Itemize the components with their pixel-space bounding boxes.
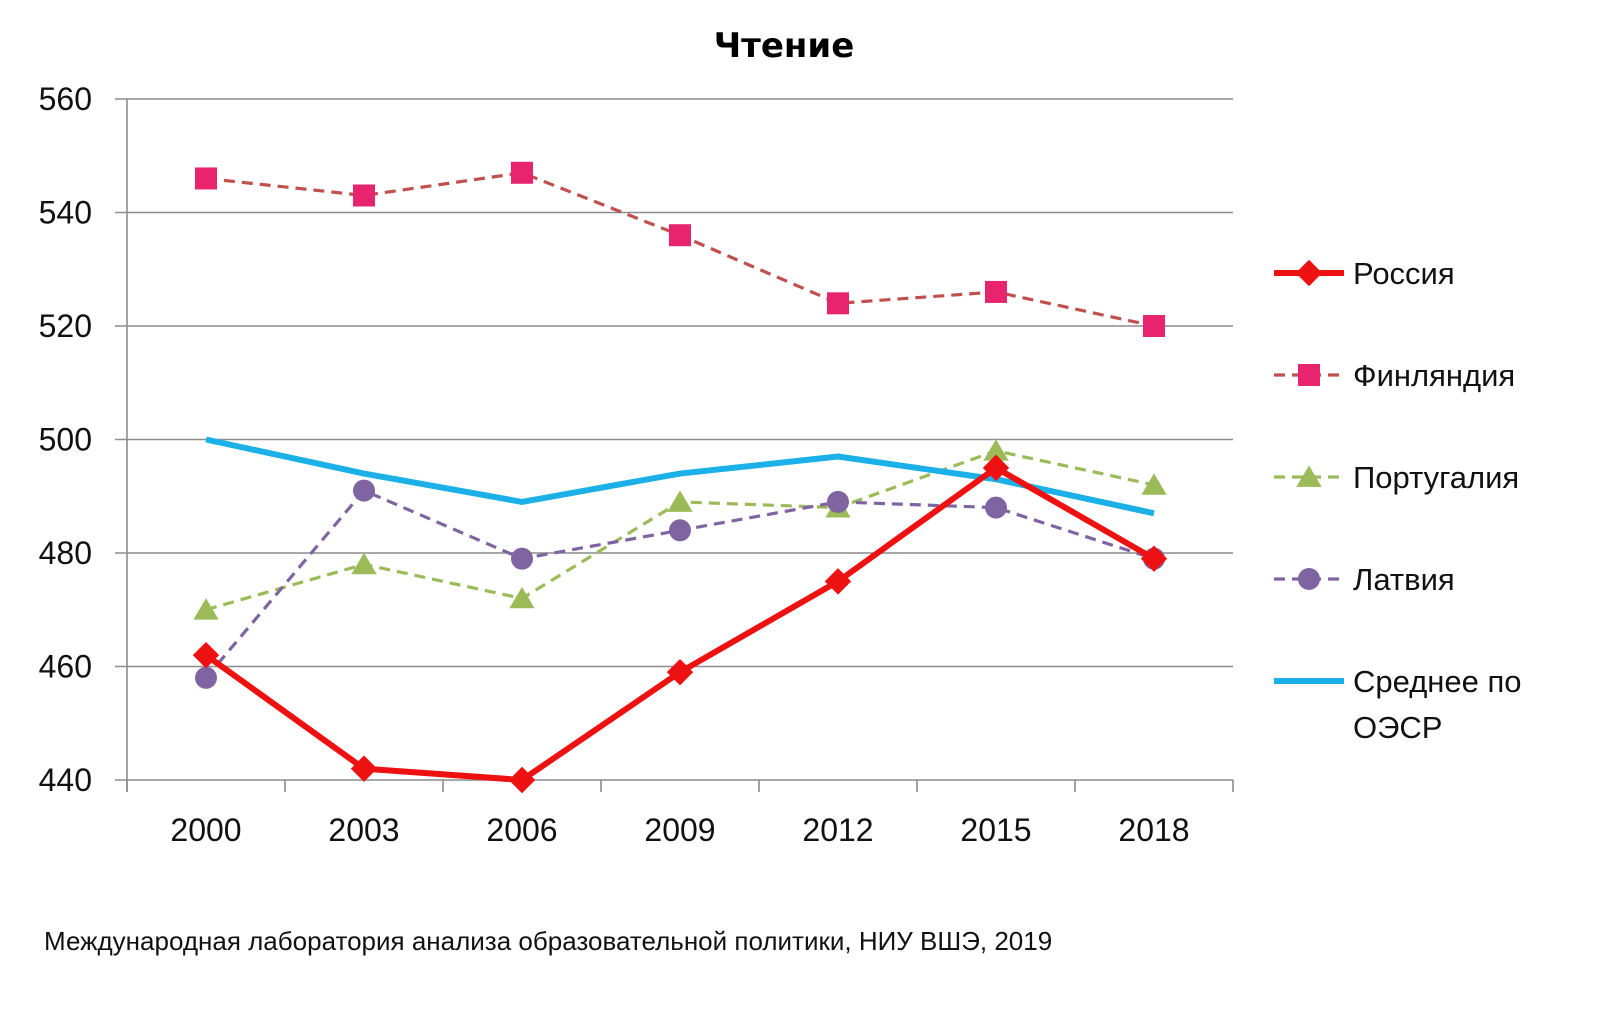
legend-entry: Россия — [1274, 256, 1455, 291]
x-tick-label: 2003 — [328, 812, 399, 848]
data-point — [353, 479, 375, 502]
data-point — [1141, 473, 1167, 495]
x-tick-label: 2000 — [170, 812, 241, 848]
x-tick-label: 2018 — [1118, 812, 1189, 848]
data-point — [985, 280, 1007, 303]
series-group — [192, 161, 1168, 794]
data-point — [508, 766, 536, 794]
series-4 — [192, 454, 1168, 794]
legend-label: Финляндия — [1353, 358, 1515, 393]
data-point — [824, 568, 852, 595]
data-point — [351, 552, 377, 575]
legend-label: ОЭСР — [1353, 710, 1442, 745]
x-tick-labels: 2000 2003 2006 2009 2012 2015 2018 — [170, 812, 1189, 848]
legend-label: Среднее по — [1353, 664, 1522, 699]
y-tick-label: 440 — [39, 762, 92, 798]
series-line — [205, 171, 1155, 328]
series-0 — [195, 161, 1165, 337]
data-point — [193, 598, 219, 620]
y-tick-label: 520 — [39, 308, 92, 344]
series-line — [204, 464, 1156, 783]
y-tick-label: 560 — [39, 81, 92, 117]
legend-label: Португалия — [1353, 460, 1519, 495]
y-tick-label: 540 — [39, 195, 92, 231]
data-point — [985, 496, 1007, 519]
legend-label: Латвия — [1353, 562, 1455, 597]
legend-swatch-marker — [1298, 364, 1320, 386]
legend-entry: Финляндия — [1274, 358, 1515, 393]
data-point — [669, 224, 691, 247]
gridlines — [115, 98, 1233, 781]
data-point — [667, 490, 693, 512]
x-tick-label: 2006 — [486, 812, 557, 848]
legend-swatch-marker — [1295, 259, 1323, 287]
legend-swatch-marker — [1296, 465, 1322, 487]
data-point — [192, 641, 220, 669]
data-point — [511, 547, 533, 570]
legend-label: Россия — [1353, 256, 1455, 291]
y-tick-label: 500 — [39, 422, 92, 458]
data-point — [509, 586, 535, 609]
series-line — [204, 488, 1155, 679]
y-tick-label: 460 — [39, 649, 92, 685]
y-tick-label: 480 — [39, 535, 92, 571]
series-1 — [193, 439, 1167, 620]
data-point — [511, 161, 533, 184]
y-tick-labels: 440 460 480 500 520 540 560 — [39, 81, 92, 798]
data-point — [1143, 315, 1165, 337]
data-point — [827, 292, 849, 315]
legend: Россия Финляндия Португалия Латвия Среднее п… — [1274, 256, 1522, 745]
legend-entry: Латвия — [1274, 562, 1455, 597]
axes — [126, 99, 1234, 792]
data-point — [1140, 545, 1168, 572]
data-point — [827, 490, 849, 513]
legend-swatch-marker — [1298, 568, 1320, 590]
data-point — [353, 184, 375, 207]
data-point — [350, 755, 378, 782]
data-point — [195, 167, 217, 190]
data-point — [982, 454, 1010, 482]
data-point — [666, 658, 694, 686]
data-point — [983, 439, 1009, 461]
data-point — [669, 519, 691, 542]
legend-entry: Среднее по ОЭСР — [1274, 664, 1522, 745]
chart-title: Чтение — [714, 26, 855, 66]
source-note: Международная лаборатория анализа образо… — [44, 926, 1053, 956]
data-point — [195, 666, 217, 689]
x-tick-label: 2012 — [802, 812, 873, 848]
x-tick-label: 2015 — [960, 812, 1031, 848]
series-2 — [195, 479, 1165, 689]
x-tick-label: 2009 — [644, 812, 715, 848]
legend-entry: Португалия — [1274, 460, 1519, 495]
